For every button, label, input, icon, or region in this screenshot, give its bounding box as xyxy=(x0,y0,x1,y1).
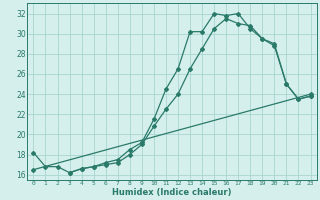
X-axis label: Humidex (Indice chaleur): Humidex (Indice chaleur) xyxy=(112,188,232,197)
